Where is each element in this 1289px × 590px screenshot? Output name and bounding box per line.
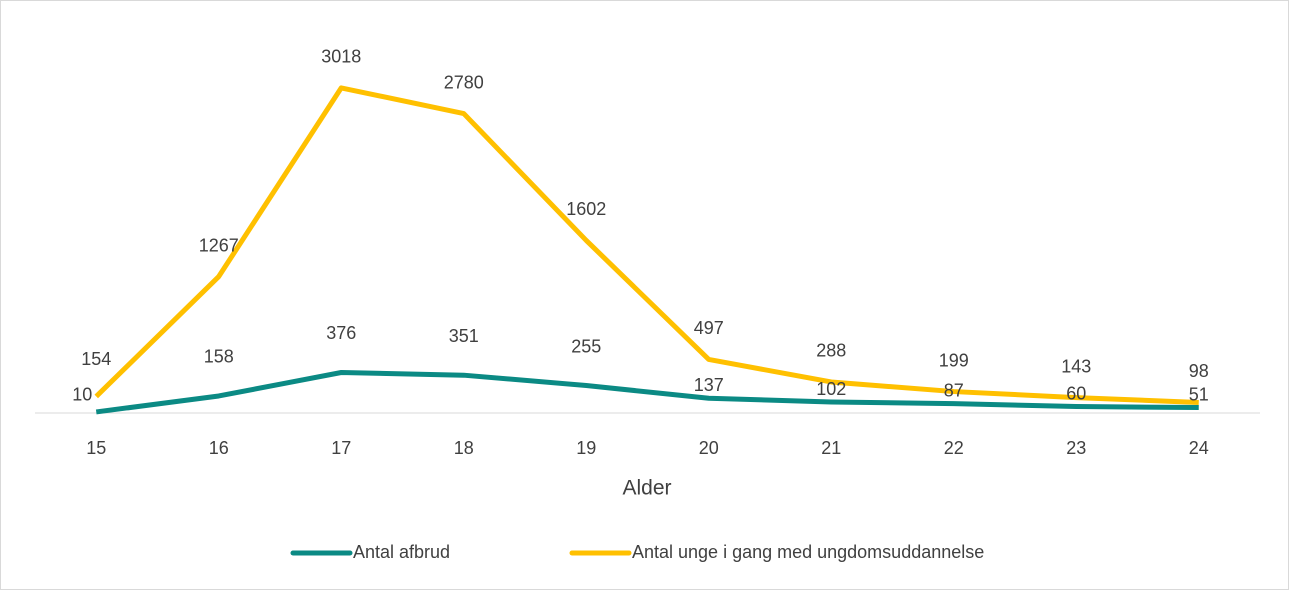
x-tick-label: 21 xyxy=(821,438,841,458)
x-tick-label: 20 xyxy=(699,438,719,458)
data-label: 288 xyxy=(816,341,846,361)
x-tick-label: 24 xyxy=(1189,438,1209,458)
data-label: 199 xyxy=(939,350,969,370)
x-tick-label: 23 xyxy=(1066,438,1086,458)
x-tick-label: 22 xyxy=(944,438,964,458)
x-tick-label: 16 xyxy=(209,438,229,458)
x-tick-label: 17 xyxy=(331,438,351,458)
data-label: 376 xyxy=(326,323,356,343)
series-line xyxy=(94,85,1199,405)
data-label: 3018 xyxy=(321,47,361,67)
data-label: 158 xyxy=(204,347,234,367)
data-label: 143 xyxy=(1061,356,1091,376)
series-line xyxy=(95,369,1199,415)
data-label: 1602 xyxy=(566,199,606,219)
data-label: 497 xyxy=(694,318,724,338)
data-label: 87 xyxy=(944,380,964,400)
data-label: 255 xyxy=(571,336,601,356)
x-axis-title: Alder xyxy=(622,477,671,500)
data-label: 10 xyxy=(72,385,92,405)
data-label: 351 xyxy=(449,326,479,346)
data-label: 60 xyxy=(1066,383,1086,403)
data-label: 137 xyxy=(694,375,724,395)
x-tick-label: 18 xyxy=(454,438,474,458)
data-label: 102 xyxy=(816,379,846,399)
data-label: 98 xyxy=(1189,361,1209,381)
data-label: 1267 xyxy=(199,235,239,255)
data-label: 2780 xyxy=(444,72,484,92)
legend-label: Antal unge i gang med ungdomsuddannelse xyxy=(632,542,984,562)
data-label: 51 xyxy=(1189,384,1209,404)
legend-label: Antal afbrud xyxy=(353,542,450,562)
x-tick-label: 15 xyxy=(86,438,106,458)
x-tick-label: 19 xyxy=(576,438,596,458)
data-label: 154 xyxy=(81,349,111,369)
